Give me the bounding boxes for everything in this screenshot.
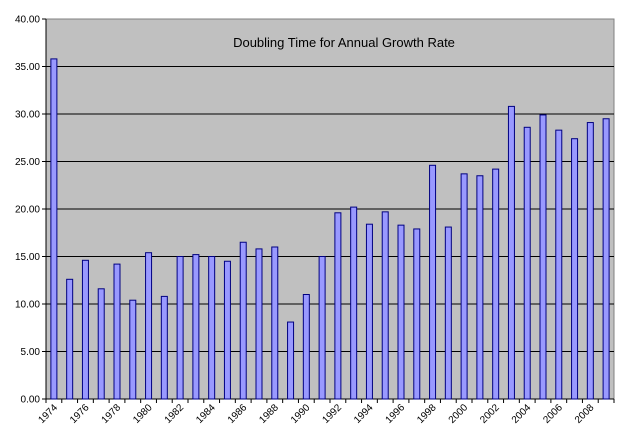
- x-tick-label: 1990: [289, 402, 313, 426]
- x-axis-ticks: 1974 1976 1978 1980 1982 1984 1986 1988 1990 1992…: [36, 399, 615, 426]
- x-tick-label: 2008: [573, 402, 597, 426]
- bar-1997: [413, 228, 421, 400]
- chart-title: Doubling Time for Annual Growth Rate: [233, 35, 455, 50]
- x-tick-label: 1984: [194, 402, 218, 426]
- bar-1979: [129, 299, 137, 400]
- x-tick-label: 1982: [163, 402, 187, 426]
- y-tick-label: 40.00: [15, 15, 40, 26]
- x-tick-label: 1994: [352, 402, 376, 426]
- bar-1974: [50, 58, 58, 400]
- bars: [50, 58, 610, 400]
- gridlines: [46, 66, 614, 352]
- x-tick-label: 1996: [384, 402, 408, 426]
- bar-1993: [350, 206, 358, 400]
- bar-2004: [523, 126, 531, 400]
- bar-1996: [397, 224, 405, 400]
- bar-1990: [302, 294, 310, 400]
- bar-1988: [271, 246, 279, 400]
- bar-1982: [176, 256, 184, 400]
- bar-1998: [429, 164, 437, 400]
- bar-1991: [318, 256, 326, 400]
- y-tick-label: 25.00: [15, 157, 40, 168]
- x-tick-label: 1992: [320, 402, 344, 426]
- y-tick-label: 10.00: [15, 300, 40, 311]
- x-tick-label: 1976: [68, 402, 92, 426]
- y-tick-label: 30.00: [15, 110, 40, 121]
- bar-1977: [97, 288, 105, 400]
- bar-2005: [539, 114, 547, 400]
- bar-1999: [444, 226, 452, 400]
- bar-2001: [476, 175, 484, 400]
- x-tick-label: 1988: [257, 402, 281, 426]
- x-tick-label: 1998: [415, 402, 439, 426]
- bar-2008: [586, 122, 594, 400]
- x-tick-label: 2006: [541, 402, 565, 426]
- x-tick-label: 2002: [478, 402, 502, 426]
- y-tick-label: 5.00: [21, 347, 41, 358]
- bar-2002: [492, 168, 500, 400]
- bar-1980: [145, 252, 153, 400]
- bar-1975: [66, 278, 74, 400]
- x-tick-label: 1974: [36, 402, 60, 426]
- bar-1995: [381, 211, 389, 400]
- bar-2007: [571, 138, 579, 400]
- x-tick-label: 2000: [447, 402, 471, 426]
- bar-1984: [208, 256, 216, 400]
- bar-2009: [602, 118, 610, 400]
- bar-2000: [460, 173, 468, 400]
- bar-2003: [507, 105, 515, 400]
- y-tick-label: 35.00: [15, 62, 40, 73]
- y-tick-label: 20.00: [15, 205, 40, 216]
- bar-1994: [365, 223, 373, 400]
- x-tick-label: 1978: [100, 402, 124, 426]
- bar-1989: [287, 321, 295, 400]
- bar-1983: [192, 254, 200, 400]
- bar-1986: [239, 241, 247, 400]
- bar-1978: [113, 263, 121, 400]
- bar-1987: [255, 248, 263, 400]
- x-tick-label: 1980: [131, 402, 155, 426]
- y-tick-label: 0.00: [21, 395, 41, 406]
- bar-1981: [160, 295, 168, 400]
- y-tick-label: 15.00: [15, 252, 40, 263]
- bar-2006: [555, 129, 563, 400]
- x-tick-label: 2004: [510, 402, 534, 426]
- bar-1976: [81, 259, 89, 400]
- x-tick-label: 1986: [226, 402, 250, 426]
- bar-1985: [223, 260, 231, 400]
- bar-1992: [334, 212, 342, 400]
